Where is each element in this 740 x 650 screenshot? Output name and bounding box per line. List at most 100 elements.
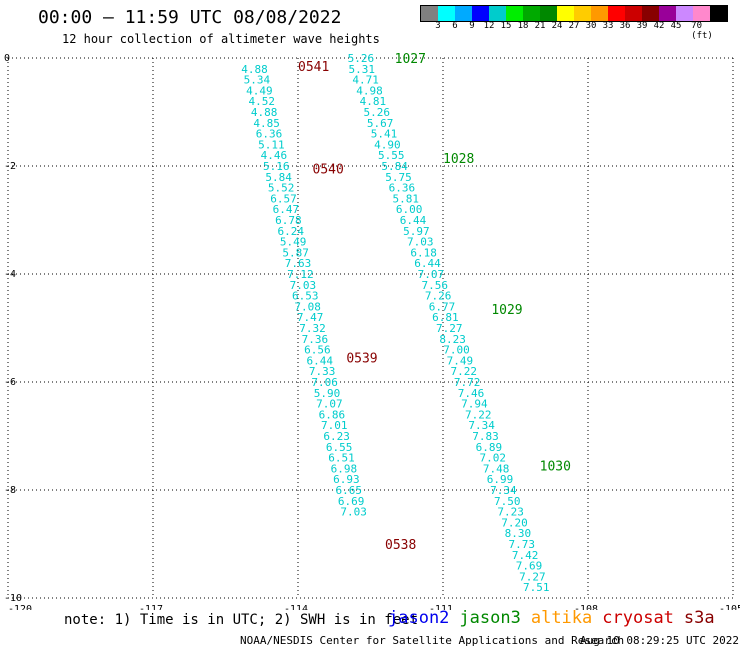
data-point-label: 7.12 — [287, 268, 314, 281]
x-tick-label: -108 — [574, 604, 598, 610]
legend-item-s3a: s3a — [683, 608, 715, 628]
data-point-label: 6.99 — [487, 473, 514, 486]
data-point-label: 7.32 — [299, 322, 326, 335]
colorbar-swatch — [659, 6, 676, 21]
data-point-label: 7.36 — [302, 333, 329, 346]
data-point-label: 6.55 — [326, 441, 353, 454]
note-text: note: 1) Time is in UTC; 2) SWH is in fe… — [64, 612, 419, 628]
data-point-label: 7.34 — [468, 419, 495, 432]
data-point-label: 8.23 — [439, 333, 466, 346]
data-point-label: 6.44 — [400, 214, 427, 227]
data-point-label: 7.51 — [523, 581, 550, 594]
y-tick-label: -6 — [4, 377, 16, 388]
y-tick-label: -10 — [4, 593, 22, 604]
data-point-label: 4.88 — [241, 63, 268, 76]
data-point-label: 6.36 — [256, 128, 283, 141]
data-point-label: 7.34 — [490, 484, 517, 497]
colorbar-swatch — [591, 6, 608, 21]
data-point-label: 6.53 — [292, 290, 319, 303]
colorbar-label: 30 — [585, 21, 597, 31]
colorbar-swatch — [506, 6, 523, 21]
data-point-label: 7.56 — [422, 279, 449, 292]
data-point-label: 7.03 — [290, 279, 317, 292]
data-point-label: 6.47 — [273, 203, 300, 216]
data-point-label: 7.42 — [512, 549, 539, 562]
data-point-label: 6.93 — [333, 473, 360, 486]
data-point-label: 6.44 — [307, 354, 334, 367]
data-point-label: 5.90 — [314, 387, 341, 400]
data-point-label: 7.07 — [418, 268, 445, 281]
data-point-label: 7.50 — [494, 495, 521, 508]
data-point-label: 7.27 — [436, 322, 463, 335]
data-point-label: 5.11 — [258, 138, 285, 151]
data-point-label: 6.78 — [275, 214, 302, 227]
colorbar-label: 33 — [602, 21, 614, 31]
colorbar-label: 36 — [619, 21, 631, 31]
data-point-label: 5.31 — [349, 63, 376, 76]
data-point-label: 6.51 — [328, 452, 355, 465]
time-label: 0541 — [298, 60, 329, 75]
data-point-label: 4.85 — [253, 117, 280, 130]
data-point-label: 5.55 — [378, 149, 405, 162]
x-tick-label: -105 — [719, 604, 740, 610]
data-point-label: 5.97 — [403, 225, 430, 238]
data-point-label: 6.65 — [336, 484, 363, 497]
colorbar-label: 12 — [483, 21, 495, 31]
colorbar-swatch — [489, 6, 506, 21]
data-point-label: 6.57 — [270, 192, 297, 205]
time-label: 1030 — [540, 460, 571, 475]
colorbar-swatch — [523, 6, 540, 21]
colorbar-swatch — [455, 6, 472, 21]
data-point-label: 7.33 — [309, 365, 336, 378]
data-point-label: 5.52 — [268, 182, 295, 195]
data-point-label: 5.34 — [244, 74, 271, 87]
data-point-label: 4.46 — [261, 149, 288, 162]
data-point-label: 6.98 — [331, 462, 358, 475]
data-point-label: 5.67 — [367, 117, 394, 130]
data-point-label: 6.89 — [476, 441, 503, 454]
data-point-label: 7.63 — [285, 257, 312, 270]
colorbar-swatch — [557, 6, 574, 21]
data-point-label: 5.16 — [263, 160, 290, 173]
data-point-label: 7.94 — [461, 398, 488, 411]
data-point-label: 7.01 — [321, 419, 348, 432]
data-point-label: 7.23 — [497, 506, 524, 519]
data-point-label: 6.44 — [414, 257, 441, 270]
data-point-label: 7.47 — [297, 311, 324, 324]
data-point-label: 7.73 — [509, 538, 536, 551]
time-label: 1029 — [491, 303, 522, 318]
data-point-label: 7.03 — [407, 236, 434, 249]
x-tick-label: -117 — [139, 604, 163, 610]
data-point-label: 4.52 — [249, 95, 276, 108]
data-point-label: 6.86 — [319, 408, 346, 421]
data-point-label: 7.02 — [480, 452, 507, 465]
colorbar-swatch — [574, 6, 591, 21]
data-point-label: 7.46 — [458, 387, 485, 400]
data-point-label: 7.72 — [454, 376, 481, 389]
data-point-label: 6.36 — [389, 182, 416, 195]
data-point-label: 6.18 — [410, 246, 437, 259]
chart-title: 00:00 – 11:59 UTC 08/08/2022 — [38, 7, 342, 28]
colorbar-label: 45 — [670, 21, 682, 31]
colorbar-swatch — [642, 6, 659, 21]
data-point-label: 7.22 — [451, 365, 478, 378]
colorbar-label: 15 — [500, 21, 512, 31]
data-point-label: 5.84 — [265, 171, 292, 184]
data-point-label: 6.69 — [338, 495, 365, 508]
colorbar-label: 27 — [568, 21, 580, 31]
data-point-label: 7.49 — [447, 354, 474, 367]
data-point-label: 8.30 — [505, 527, 532, 540]
data-point-label: 7.06 — [311, 376, 338, 389]
colorbar-label: 18 — [517, 21, 529, 31]
colorbar-swatch — [710, 6, 727, 21]
y-tick-label: -8 — [4, 485, 16, 496]
data-point-label: 7.03 — [340, 506, 367, 519]
data-point-label: 5.49 — [280, 236, 307, 249]
footer-timestamp: Aug 10 08:29:25 UTC 2022 — [580, 634, 739, 647]
colorbar-label: 3 — [435, 21, 441, 31]
data-point-label: 7.27 — [519, 570, 546, 583]
x-tick-label: -114 — [284, 604, 308, 610]
data-point-label: 6.00 — [396, 203, 423, 216]
legend-item-jason2: jason2 — [388, 608, 450, 628]
colorbar-swatch — [438, 6, 455, 21]
